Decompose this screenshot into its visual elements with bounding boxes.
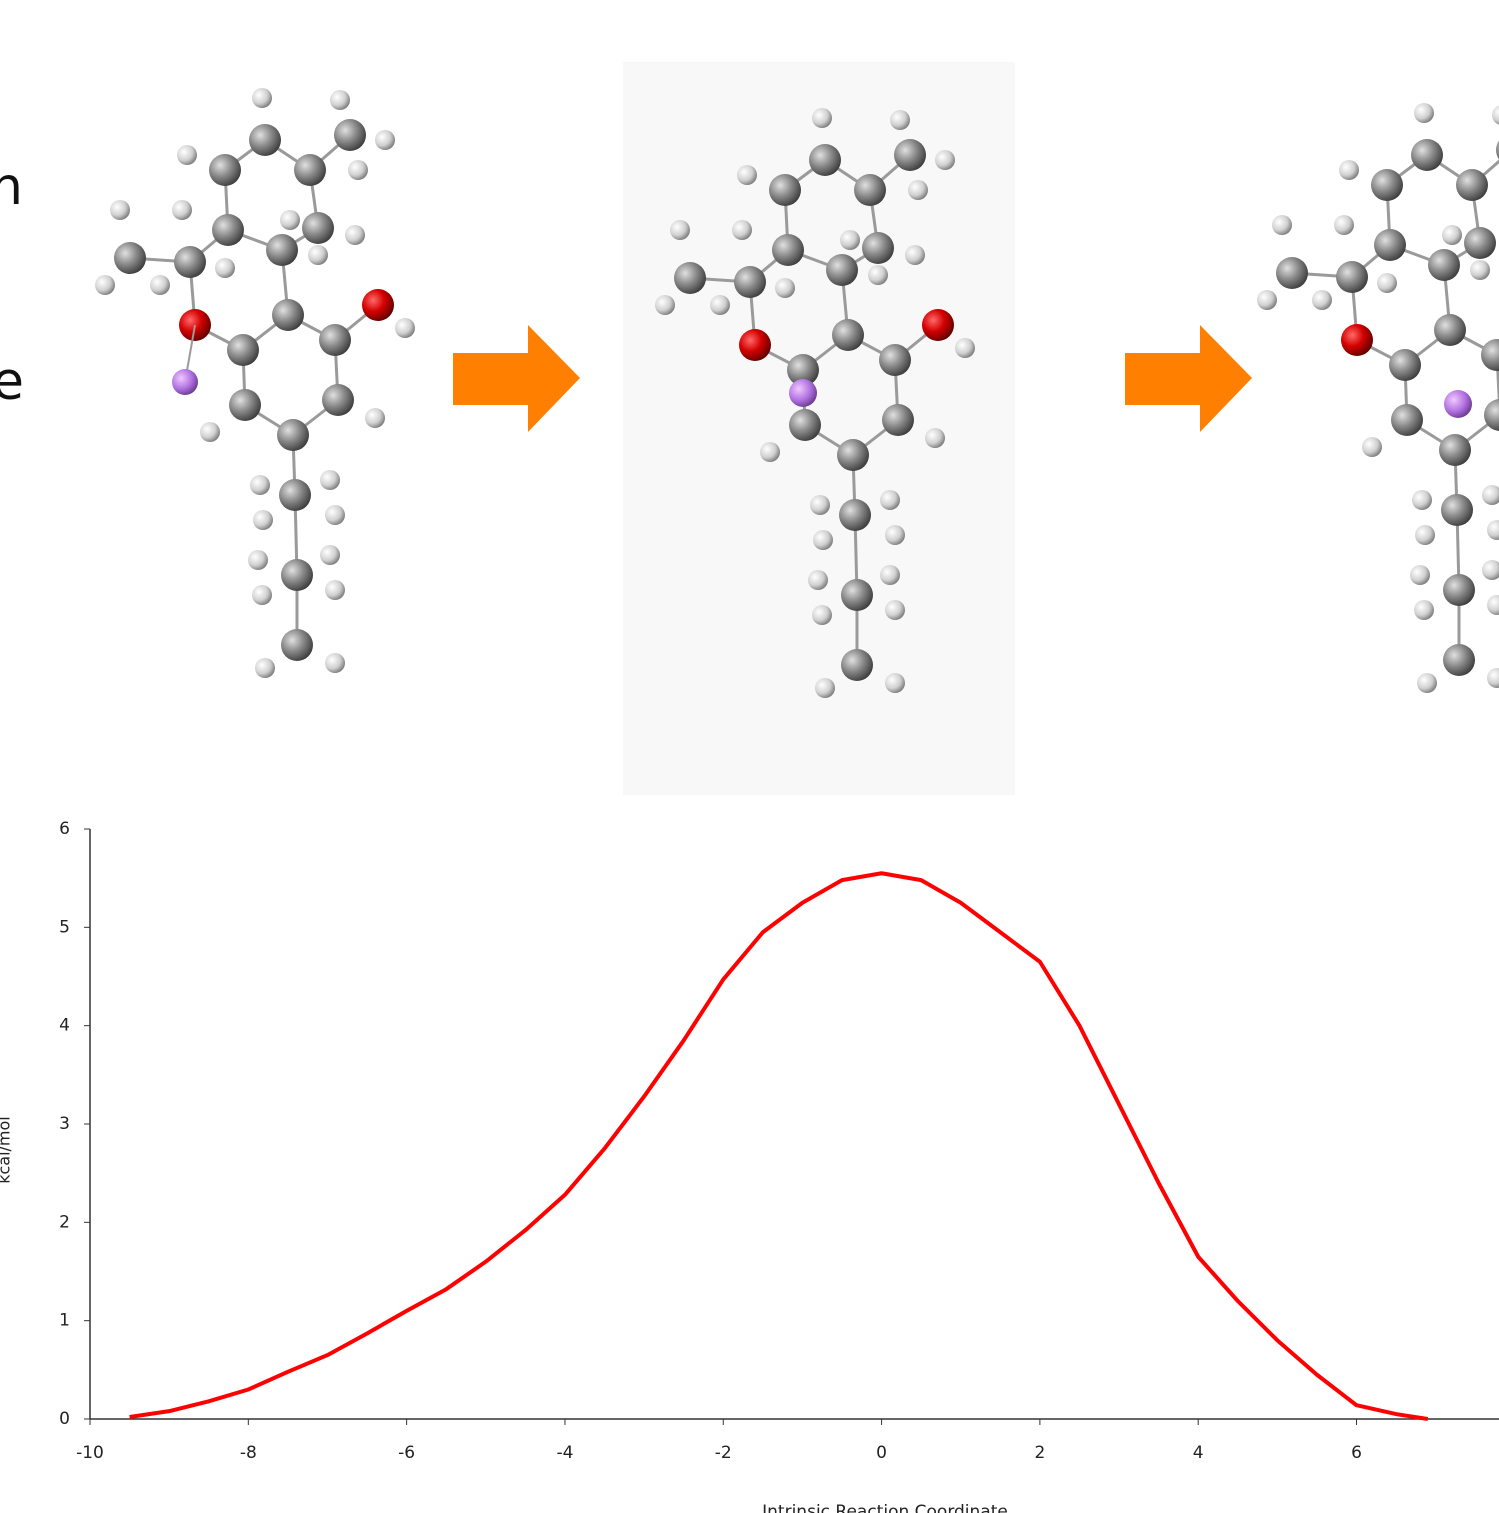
arrow <box>1125 325 1252 432</box>
y-axis-label: kcal/mol <box>0 1116 14 1184</box>
x-tick-label: 0 <box>876 1443 887 1463</box>
slide: n e kcal/mol Intrinsic Reaction Coordina… <box>0 0 1499 1513</box>
y-tick-label: 0 <box>59 1409 70 1429</box>
y-tick-label: 2 <box>59 1212 70 1232</box>
molecule <box>95 88 415 678</box>
x-tick-label: -2 <box>715 1443 732 1463</box>
x-tick-label: -10 <box>76 1443 104 1463</box>
x-tick-label: -4 <box>556 1443 573 1463</box>
x-tick-label: 2 <box>1034 1443 1045 1463</box>
x-tick-label: 4 <box>1193 1443 1204 1463</box>
x-axis-label: Intrinsic Reaction Coordinate <box>762 1502 1008 1513</box>
y-tick-label: 4 <box>59 1016 70 1036</box>
molecule <box>1257 103 1499 693</box>
slide-text-fragment: n <box>0 157 23 217</box>
y-tick-label: 3 <box>59 1114 70 1134</box>
chart: kcal/mol Intrinsic Reaction Coordinate 0… <box>0 819 1499 1513</box>
y-tick-label: 1 <box>59 1311 70 1331</box>
line-series <box>130 873 1428 1419</box>
x-tick-label: 6 <box>1351 1443 1362 1463</box>
arrow <box>453 325 580 432</box>
slide-text-fragment: e <box>0 352 24 412</box>
y-tick-label: 6 <box>59 819 70 839</box>
y-tick-label: 5 <box>59 917 70 937</box>
x-tick-label: -6 <box>398 1443 415 1463</box>
slide-text: n e <box>0 157 24 412</box>
x-tick-label: -8 <box>240 1443 257 1463</box>
